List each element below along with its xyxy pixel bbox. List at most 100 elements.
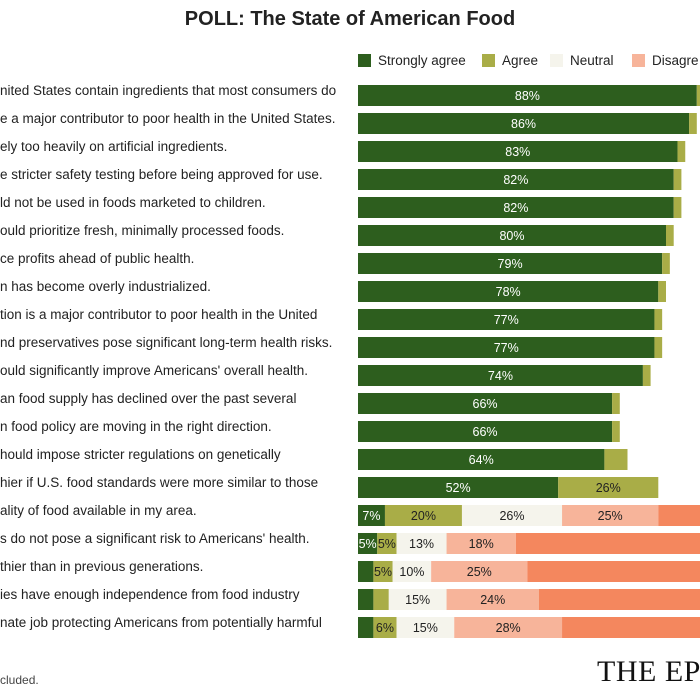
bar-segment — [515, 533, 700, 554]
row-label: hier if U.S. food standards were more si… — [0, 475, 319, 490]
row-label: n has become overly industrialized. — [0, 279, 211, 294]
data-label: 52% — [446, 481, 471, 495]
bar-segment — [358, 281, 659, 302]
row-label: nited States contain ingredients that mo… — [0, 83, 337, 98]
bar-segment — [562, 617, 700, 638]
data-label: 25% — [467, 565, 492, 579]
bar-segment — [358, 337, 655, 358]
data-label: 80% — [499, 229, 524, 243]
bar-segment — [446, 589, 539, 610]
data-label: 10% — [399, 565, 424, 579]
data-label: 24% — [480, 593, 505, 607]
data-label: 5% — [359, 537, 377, 551]
data-label: 66% — [473, 397, 498, 411]
bar-segment — [392, 561, 432, 582]
bar-segment — [658, 281, 666, 302]
data-label: 15% — [405, 593, 430, 607]
legend-label: Agree — [502, 53, 539, 68]
bar-segment — [673, 169, 682, 190]
data-label: 77% — [494, 313, 519, 327]
legend-swatch — [550, 54, 563, 67]
bar-segment — [642, 365, 651, 386]
data-label: 26% — [499, 509, 524, 523]
row-label: ould prioritize fresh, minimally process… — [0, 223, 285, 238]
legend-label: Disagre — [652, 53, 699, 68]
bar-segment — [358, 393, 613, 414]
data-label: 74% — [488, 369, 513, 383]
bar-segment — [461, 505, 563, 526]
row-label: e a major contributor to poor health in … — [0, 111, 336, 126]
data-label: 66% — [473, 425, 498, 439]
chart-title: POLL: The State of American Food — [184, 8, 516, 30]
data-label: 64% — [469, 453, 494, 467]
legend-label: Neutral — [570, 53, 614, 68]
data-label: 83% — [505, 145, 530, 159]
bar-segment — [612, 421, 620, 442]
bar-segment — [358, 85, 697, 106]
bar-segment — [358, 421, 613, 442]
data-label: 88% — [515, 89, 540, 103]
bar-segment — [373, 561, 393, 582]
data-label: 28% — [496, 621, 521, 635]
data-label: 5% — [378, 537, 396, 551]
row-label: e stricter safety testing before being a… — [0, 167, 323, 182]
row-label: nate job protecting Americans from poten… — [0, 615, 322, 630]
bar-segment — [358, 309, 655, 330]
brand-logo: THE EP — [597, 655, 700, 688]
row-label: ely too heavily on artificial ingredient… — [0, 139, 228, 154]
row-label: ality of food available in my area. — [0, 503, 197, 518]
row-label: thier than in previous generations. — [0, 559, 204, 574]
bar-segment — [358, 533, 378, 554]
bar-segment — [358, 141, 678, 162]
row-label: s do not pose a significant risk to Amer… — [0, 531, 310, 546]
bar-segment — [373, 617, 397, 638]
data-label: 6% — [376, 621, 394, 635]
data-label: 86% — [511, 117, 536, 131]
row-label: ies have enough independence from food i… — [0, 587, 300, 602]
data-label: 18% — [469, 537, 494, 551]
bar-segment — [396, 617, 455, 638]
bar-segment — [562, 505, 659, 526]
bar-segment — [677, 141, 686, 162]
row-label: ould significantly improve Americans' ov… — [0, 363, 308, 378]
bar-segment — [446, 533, 516, 554]
row-label: tion is a major contributor to poor heal… — [0, 307, 318, 322]
stacked-bar-chart: 88% 86% 83% 82% 82% 80% 79% 78% 77% 77% 74% 66% 66% 6… — [358, 85, 700, 638]
bar-segment — [358, 617, 374, 638]
row-label: an food supply has declined over the pas… — [0, 391, 297, 406]
data-label: 26% — [596, 481, 621, 495]
bar-segment — [654, 309, 663, 330]
data-label: 20% — [411, 509, 436, 523]
bar-segment — [358, 253, 663, 274]
bar-segment — [358, 505, 385, 526]
bar-segment — [373, 589, 389, 610]
bar-segment — [358, 113, 690, 134]
row-label: hould impose stricter regulations on gen… — [0, 447, 281, 462]
bar-segment — [358, 449, 605, 470]
legend-label: Strongly agree — [378, 53, 466, 68]
bar-segment — [358, 197, 674, 218]
row-label: nd preservatives pose significant long-t… — [0, 335, 333, 350]
bar-segment — [612, 393, 620, 414]
legend: Strongly agree Agree Neutral Disagre — [358, 52, 700, 74]
bar-segment — [358, 589, 374, 610]
data-label: 5% — [374, 565, 392, 579]
data-label: 15% — [413, 621, 438, 635]
bar-segment — [673, 197, 682, 218]
legend-swatch — [632, 54, 645, 67]
footnote: cluded. — [0, 673, 39, 687]
row-label: n food policy are moving in the right di… — [0, 419, 272, 434]
data-label: 7% — [362, 509, 380, 523]
row-label: ld not be used in foods marketed to chil… — [0, 195, 266, 210]
bar-segment — [358, 225, 666, 246]
bar-segment — [454, 617, 563, 638]
bar-segment — [538, 589, 700, 610]
bar-segment — [358, 169, 674, 190]
bar-segment — [358, 365, 643, 386]
data-label: 82% — [503, 201, 528, 215]
bar-segment — [666, 225, 674, 246]
row-label: ce profits ahead of public health. — [0, 251, 195, 266]
bar-segment — [662, 253, 670, 274]
bar-segment — [654, 337, 663, 358]
bar-segment — [384, 505, 462, 526]
